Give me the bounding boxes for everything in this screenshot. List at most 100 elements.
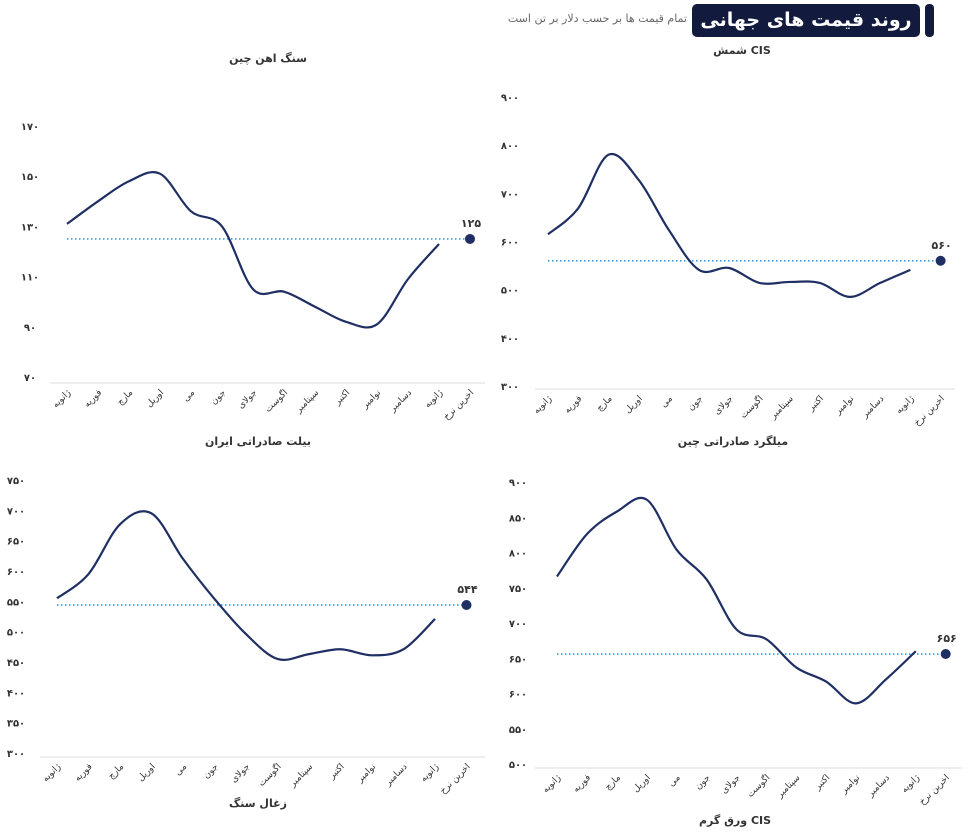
x-tick-label: سپتامبر: [768, 394, 796, 422]
x-tick-label: اوریل: [631, 773, 653, 795]
y-tick-label: ۵۰۰: [7, 628, 25, 639]
y-tick-label: ۵۵۰: [7, 597, 25, 608]
y-tick-label: ۷۰۰: [509, 619, 527, 630]
x-tick-label: اگوست: [737, 393, 765, 421]
latest-price-dot: [940, 649, 951, 660]
chart-title-cis-hrc: ورق گرم CIS: [699, 814, 771, 827]
y-tick-label: ۵۵۰: [509, 725, 527, 736]
x-tick-label: جولای: [229, 762, 252, 785]
y-tick-label: ۴۰۰: [7, 688, 25, 699]
x-tick-label: اکتبر: [327, 762, 347, 782]
y-tick-label: ۱۱۰: [21, 273, 39, 284]
y-tick-label: ۴۰۰: [501, 334, 519, 345]
x-tick-label: جون: [209, 388, 228, 407]
chart-1: ۳۰۰ ۴۰۰ ۵۰۰ ۶۰۰ ۷۰۰ ۸۰۰ ۹۰۰ ژانویه فوریه مارچ اوری…: [501, 93, 955, 428]
y-tick-label: ۷۰۰: [7, 506, 25, 517]
chart-2: ۳۰۰ ۳۵۰ ۴۰۰ ۴۵۰ ۵۰۰ ۵۵۰ ۶۰۰ ۶۵۰ ۷۰۰ ۷۵۰ ژانویه فوری…: [7, 476, 485, 796]
x-tick-label: می: [181, 388, 197, 404]
y-tick-label: ۷۰۰: [501, 189, 519, 200]
header-accent-bar: [925, 4, 934, 37]
x-tick-label: نوامبر: [355, 762, 378, 785]
chart-3: ۵۰۰ ۵۵۰ ۶۰۰ ۶۵۰ ۷۰۰ ۷۵۰ ۸۰۰ ۸۵۰ ۹۰۰ ژانویه فوریه ما…: [509, 478, 962, 807]
x-tick-label: اگوست: [744, 772, 772, 800]
x-tick-label: می: [173, 762, 189, 778]
x-tick-label: جولای: [720, 773, 743, 796]
latest-price-label: ۵۶۰: [932, 239, 952, 252]
x-tick-label: جولای: [712, 394, 735, 417]
y-tick-label: ۳۰۰: [501, 382, 519, 393]
x-tick-label: اخرین نرخ: [442, 388, 476, 422]
x-tick-label: سپتامبر: [293, 388, 321, 416]
price-series-line: [56, 510, 436, 661]
y-tick-label: ۶۵۰: [509, 654, 527, 665]
x-tick-label: دسامبر: [387, 388, 414, 415]
y-tick-label: ۹۰۰: [509, 478, 527, 489]
x-tick-label: اوریل: [623, 394, 645, 416]
x-tick-label: ژانویه: [541, 773, 563, 795]
x-tick-label: جون: [202, 762, 221, 781]
x-tick-label: فوریه: [82, 388, 104, 410]
chart-title-cis-billet: شمش CIS: [713, 44, 771, 57]
chart-title-iron-ore: سنگ اهن چین: [229, 51, 307, 65]
y-tick-label: ۸۰۰: [501, 141, 519, 152]
y-tick-label: ۹۰: [24, 323, 36, 334]
y-tick-label: ۴۵۰: [7, 658, 25, 669]
y-tick-label: ۸۰۰: [509, 549, 527, 560]
x-tick-label: دسامبر: [865, 773, 892, 800]
x-tick-label: اوریل: [145, 388, 167, 410]
y-tick-label: ۶۰۰: [501, 238, 519, 249]
x-tick-label: ژانویه: [41, 762, 63, 784]
x-tick-label: می: [659, 394, 675, 410]
y-tick-label: ۱۷۰: [21, 122, 39, 133]
x-tick-label: ژانویه: [532, 394, 554, 416]
x-tick-label: فوریه: [73, 762, 95, 784]
y-tick-label: ۷۵۰: [7, 476, 25, 487]
latest-price-dot: [935, 255, 946, 266]
x-tick-label: مارچ: [116, 388, 136, 408]
x-tick-label: سپتامبر: [287, 762, 315, 790]
x-tick-label: نوامبر: [833, 394, 856, 417]
header-title: روند قیمت های جهانی: [692, 4, 920, 37]
x-tick-label: مارچ: [595, 394, 615, 414]
x-tick-label: سپتامبر: [775, 773, 803, 801]
x-tick-label: ژانویه: [423, 388, 445, 410]
x-tick-label: اخرین نرخ: [912, 394, 946, 428]
x-tick-label: ژانویه: [419, 762, 441, 784]
x-tick-label: جولای: [236, 388, 259, 411]
price-series-line: [556, 496, 917, 705]
x-tick-label: اخرین نرخ: [918, 773, 952, 807]
y-tick-label: ۵۰۰: [509, 760, 527, 771]
x-tick-label: اگوست: [262, 387, 290, 415]
y-tick-label: ۵۰۰: [501, 286, 519, 297]
x-tick-label: جون: [694, 773, 713, 792]
x-tick-label: دسامبر: [860, 394, 887, 421]
latest-price-label: ۶۵۶: [937, 632, 957, 645]
price-series-line: [66, 171, 440, 329]
latest-price-label: ۱۲۵: [461, 217, 481, 230]
price-series-line: [547, 152, 911, 298]
y-tick-label: ۸۵۰: [509, 513, 527, 524]
chart-title-iran-billet: بیلت صادراتی ایران: [205, 435, 311, 448]
x-tick-label: جون: [686, 394, 705, 413]
x-tick-label: اخرین نرخ: [438, 762, 472, 796]
y-tick-label: ۱۵۰: [21, 172, 39, 183]
y-tick-label: ۱۳۰: [21, 222, 39, 233]
x-tick-label: ژانویه: [900, 773, 922, 795]
latest-price-dot: [465, 233, 475, 244]
latest-price-dot: [461, 599, 472, 610]
x-tick-label: اکتبر: [806, 394, 826, 414]
x-tick-label: مارچ: [603, 773, 623, 793]
x-tick-label: اگوست: [255, 761, 283, 789]
y-tick-label: ۹۰۰: [501, 93, 519, 104]
x-tick-label: اکتبر: [332, 388, 352, 408]
header-subtitle: تمام قیمت ها بر حسب دلار بر تن است: [507, 12, 687, 25]
chart-0: ۷۰ ۹۰ ۱۱۰ ۱۳۰ ۱۵۰ ۱۷۰ ژانویه فوریه مارچ اوریل می جو…: [21, 122, 485, 422]
x-tick-label: فوریه: [563, 394, 585, 416]
x-tick-label: نوامبر: [360, 388, 383, 411]
x-tick-label: ژانویه: [51, 388, 73, 410]
x-tick-label: اوریل: [136, 762, 158, 784]
latest-price-label: ۵۴۴: [457, 583, 477, 596]
x-tick-label: ژانویه: [894, 394, 916, 416]
